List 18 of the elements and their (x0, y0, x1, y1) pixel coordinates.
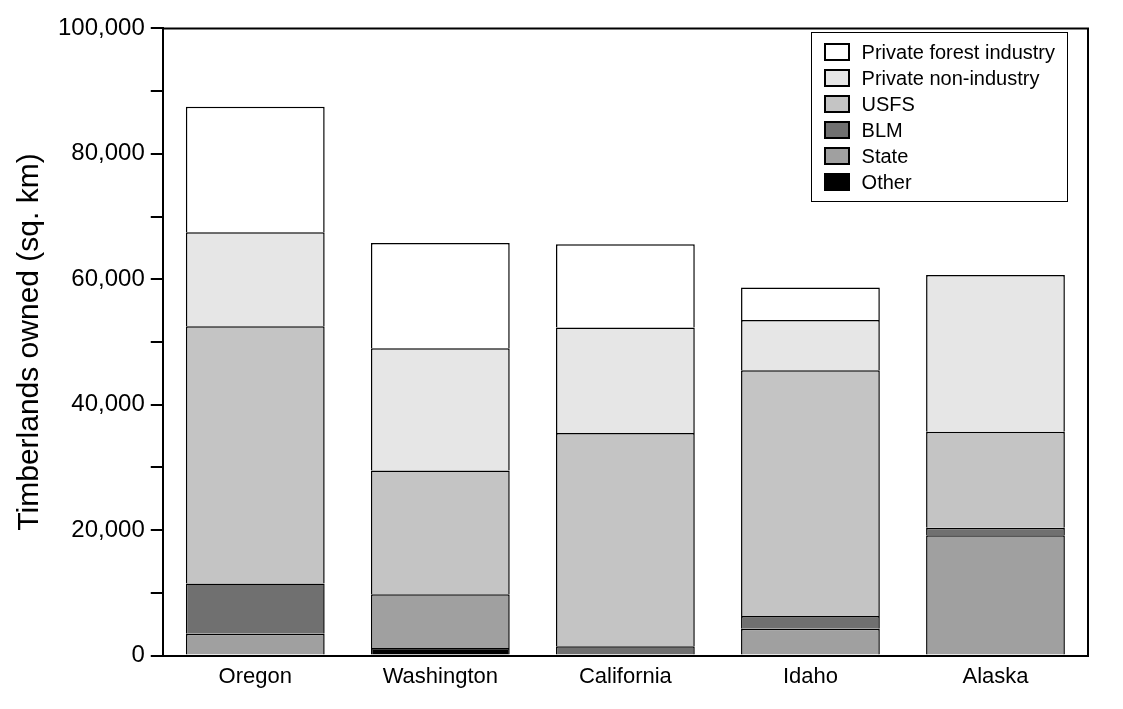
y-tick-label: 80,000 (71, 138, 145, 166)
x-tick-label: Washington (382, 662, 499, 688)
legend-label: Private forest industry (861, 40, 1055, 65)
x-tick-label: Oregon (218, 662, 292, 688)
y-tick-label: 100,000 (57, 13, 145, 41)
x-tick-label: Alaska (962, 662, 1030, 688)
y-axis-title: Timberlands owned (sq. km) (11, 153, 45, 531)
legend-label: Private non-industry (861, 66, 1040, 91)
y-tick-label: 0 (131, 640, 145, 668)
legend-label: State (861, 144, 909, 169)
x-tick-label: California (578, 662, 673, 688)
y-tick-label: 60,000 (71, 263, 145, 291)
y-tick-label: 20,000 (71, 514, 145, 542)
legend-label: BLM (861, 118, 903, 143)
x-tick-label: Idaho (782, 662, 838, 688)
y-tick-label: 40,000 (71, 389, 145, 417)
legend-label: Other (861, 170, 912, 195)
legend-label: USFS (861, 92, 915, 117)
